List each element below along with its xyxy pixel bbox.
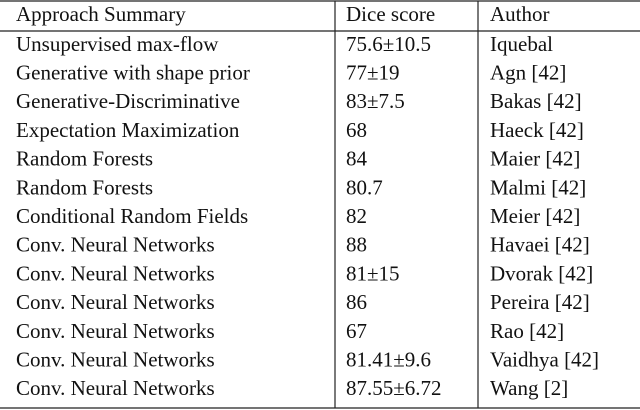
cell: Pereira [42] <box>490 290 590 314</box>
header-cell: Dice score <box>346 2 435 26</box>
cell: Conditional Random Fields <box>16 204 248 228</box>
cell: Generative with shape prior <box>16 61 250 85</box>
cell: Haeck [42] <box>490 118 584 142</box>
header-cell: Author <box>490 2 550 26</box>
cell: 77±19 <box>346 61 400 85</box>
cell: Meier [42] <box>490 204 580 228</box>
cell: Conv. Neural Networks <box>16 376 215 400</box>
cell: 84 <box>346 147 368 171</box>
cell: Conv. Neural Networks <box>16 233 215 257</box>
cell: Bakas [42] <box>490 89 582 113</box>
cell: Maier [42] <box>490 147 580 171</box>
cell: Random Forests <box>16 147 153 171</box>
cell: Conv. Neural Networks <box>16 261 215 285</box>
cell: Generative-Discriminative <box>16 89 240 113</box>
cell: Havaei [42] <box>490 233 590 257</box>
cell: Malmi [42] <box>490 175 586 199</box>
cell: 86 <box>346 290 367 314</box>
cell: Vaidhya [42] <box>490 348 599 372</box>
cell: 81±15 <box>346 261 400 285</box>
cell: 83±7.5 <box>346 89 405 113</box>
cell: Rao [42] <box>490 319 564 343</box>
cell: 88 <box>346 233 367 257</box>
cell: 87.55±6.72 <box>346 376 442 400</box>
cell: Conv. Neural Networks <box>16 290 215 314</box>
cell: Unsupervised max-flow <box>16 32 219 56</box>
cell: Agn [42] <box>490 61 566 85</box>
cell: 82 <box>346 204 367 228</box>
cell: Conv. Neural Networks <box>16 319 215 343</box>
cell: Dvorak [42] <box>490 261 593 285</box>
cell: Wang [2] <box>490 376 568 400</box>
cell: Expectation Maximization <box>16 118 240 142</box>
header-cell: Approach Summary <box>16 2 186 26</box>
cell: Iquebal <box>490 32 553 56</box>
cell: 81.41±9.6 <box>346 348 431 372</box>
cell: Conv. Neural Networks <box>16 348 215 372</box>
cell: Random Forests <box>16 175 153 199</box>
cell: 67 <box>346 319 367 343</box>
cell: 75.6±10.5 <box>346 32 431 56</box>
cell: 68 <box>346 118 367 142</box>
cell: 80.7 <box>346 175 383 199</box>
